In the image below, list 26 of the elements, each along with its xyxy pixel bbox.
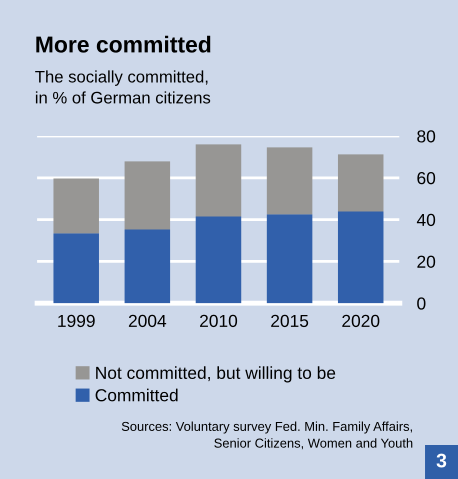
y-tick-label: 80 xyxy=(417,130,436,142)
bar xyxy=(53,233,99,304)
chart-title: More committed xyxy=(36,36,210,53)
x-tick-label: 1999 xyxy=(58,314,95,328)
legend-label: Committed xyxy=(96,388,178,402)
bar xyxy=(53,178,99,234)
bar xyxy=(124,229,170,304)
bar xyxy=(266,214,312,304)
y-tick-label: 20 xyxy=(417,256,436,268)
y-tick-label: 0 xyxy=(417,297,426,310)
legend-label: Not committed, but willing to be xyxy=(96,366,336,382)
chart-subtitle: The socially committed, in % of German citizens xyxy=(35,70,210,104)
x-tick-label: 2020 xyxy=(342,314,380,328)
bar xyxy=(196,216,242,304)
x-tick-label: 2004 xyxy=(128,314,166,328)
bar xyxy=(338,154,384,212)
source-note: Sources: Voluntary survey Fed. Min. Family Affairs, Senior Citizens, Women and Youth xyxy=(122,422,412,450)
bar xyxy=(124,161,170,230)
x-tick-label: 2010 xyxy=(200,314,238,328)
bar xyxy=(338,211,384,304)
x-tick-label: 2015 xyxy=(271,314,308,328)
y-tick-label: 40 xyxy=(416,214,436,226)
bar xyxy=(266,147,312,214)
y-tick-label: 60 xyxy=(417,172,436,184)
text: 3 xyxy=(436,454,446,468)
bar xyxy=(196,144,242,216)
